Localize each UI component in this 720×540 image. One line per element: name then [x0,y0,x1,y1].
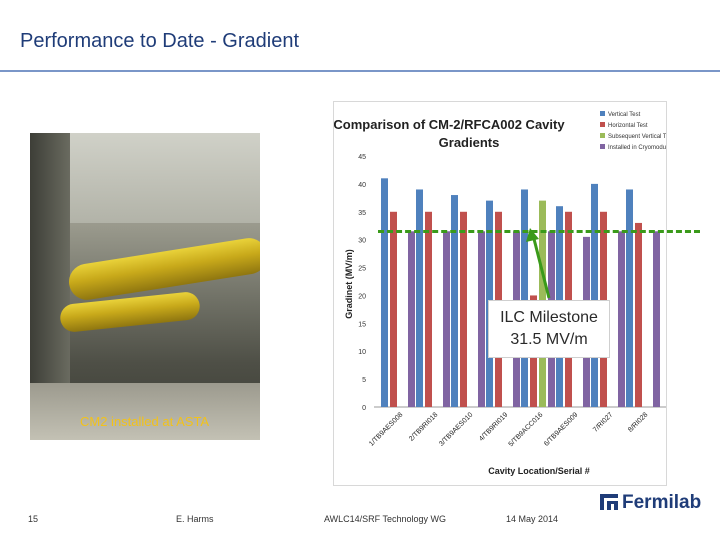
y-tick-label: 20 [358,293,366,300]
bar-1 [451,195,458,407]
y-tick-label: 10 [358,349,366,356]
photo-floor [30,383,260,440]
y-tick-label: 40 [358,182,366,189]
legend-swatch [600,133,605,138]
y-tick-label: 5 [362,377,366,384]
legend-label: Vertical Test [608,112,641,118]
title-divider [0,70,720,72]
callout-value: 31.5 MV/m [510,331,588,348]
legend-swatch [600,144,605,149]
bar-4 [478,231,485,407]
bar-4 [443,231,450,407]
footer-event: AWLC14/SRF Technology WG [324,514,447,524]
bar-2 [390,211,397,407]
fermilab-logo-text: Fermilab [622,492,702,513]
bar-2 [635,222,642,407]
bar-1 [591,183,598,407]
fermilab-logo [600,494,618,510]
legend-swatch [600,122,605,127]
cryomodule-photo [30,133,260,440]
milestone-line [378,230,700,233]
legend-label: Subsequent Vertical Test [608,134,666,140]
page-title: Performance to Date - Gradient [20,30,300,52]
bar-4 [653,231,660,407]
bar-1 [521,189,528,407]
footer-author: E. Harms [176,514,214,524]
callout-title: ILC Milestone [500,309,598,326]
footer-date: 14 May 2014 [506,514,559,524]
y-tick-label: 45 [358,154,366,161]
y-tick-label: 0 [362,405,366,412]
photo-caption: CM2 installed at ASTA [80,414,210,429]
milestone-callout: ILC Milestone 31.5 MV/m [488,300,610,358]
y-tick-label: 15 [358,321,366,328]
legend-swatch [600,111,605,116]
bar-1 [626,189,633,407]
bar-2 [425,211,432,407]
legend-label: Installed in Cryomodule [608,145,666,151]
x-axis-label: Cavity Location/Serial # [488,466,590,476]
bar-1 [381,178,388,407]
y-tick-label: 30 [358,238,366,245]
chart-title: Comparison of CM-2/RFCA002 Cavity [334,117,565,132]
bar-4 [618,231,625,407]
bar-2 [460,211,467,407]
y-axis-label: Gradinet (MV/m) [344,249,354,319]
bar-4 [408,231,415,407]
y-tick-label: 25 [358,266,366,273]
legend-label: Horizontal Test [608,123,648,129]
bar-1 [416,189,423,407]
footer-page-number: 15 [28,514,39,524]
y-tick-label: 35 [358,210,366,217]
chart-title-line2: Gradients [439,135,500,150]
